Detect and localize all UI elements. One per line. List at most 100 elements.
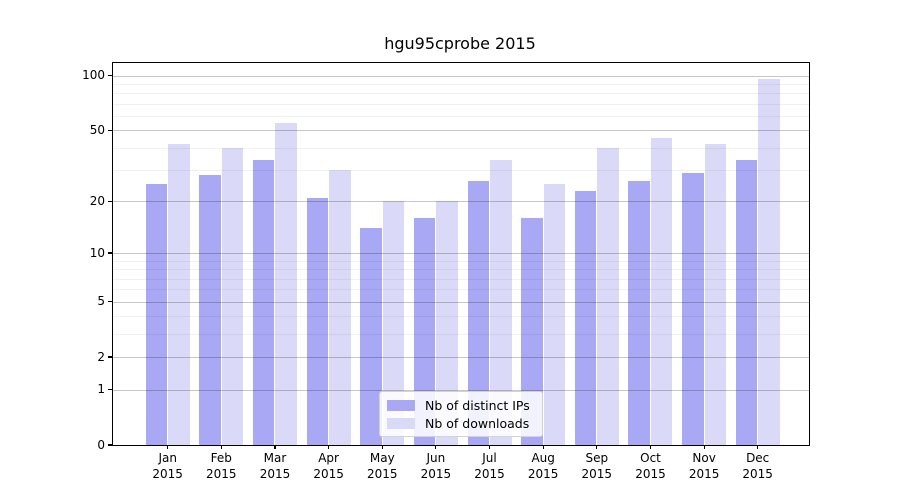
x-tick-mark-mar [274,445,276,449]
bar-ips-may [360,228,382,445]
bar-downloads-feb [221,147,244,445]
x-tick-mark-feb [220,445,222,449]
y-tick-label-100: 100 [82,68,105,82]
x-tick-year: 2015 [420,466,452,481]
x-tick-label-dec: Dec 2015 [726,451,790,482]
x-tick-label-may: May 2015 [350,451,414,482]
y-tick-label-2: 2 [97,349,105,364]
legend-row-distinct-ips: Nb of distinct IPs [387,396,534,414]
x-tick-mark-dec [757,445,759,449]
x-tick-month: Dec [746,451,770,465]
x-tick-year: 2015 [474,466,505,481]
x-tick-month: Mar [263,451,287,465]
legend-label-downloads: Nb of downloads [425,415,530,431]
x-tick-label-oct: Oct 2015 [619,451,683,482]
y-tick-mark-10 [107,252,112,254]
plot-area: 100 50 20 10 5 2 1 0 Jan 2015 Feb 2015 Mar 2015 Apr 201… [82,62,810,481]
y-tick-label-20: 20 [89,193,105,208]
bar-downloads-jun [436,201,458,445]
x-tick-label-sep: Sep 2015 [565,451,629,482]
bar-ips-feb [199,175,221,445]
x-tick-month: May [369,451,395,465]
x-tick-year: 2015 [152,466,183,481]
x-tick-label-feb: Feb 2015 [189,451,253,482]
bar-ips-nov [682,172,704,445]
bar-downloads-mar [275,122,297,445]
legend-swatch-downloads [387,417,415,429]
bar-downloads-jul [490,160,512,445]
legend-label-distinct-ips: Nb of distinct IPs [425,397,530,413]
y-tick-label-50: 50 [89,122,105,137]
y-tick-label-0: 0 [97,437,105,452]
y-tick-mark-100 [107,74,112,77]
bar-ips-aug [521,218,543,445]
y-tick-mark-50 [107,129,112,131]
x-tick-year: 2015 [688,466,720,481]
chart-title: hgu95cprobe 2015 [384,34,536,53]
bar-downloads-may [382,201,405,445]
y-tick-mark-20 [107,200,112,202]
x-tick-year: 2015 [313,466,344,481]
y-tick-label-10: 10 [89,245,105,260]
x-tick-month: Aug [531,451,555,465]
x-tick-label-aug: Aug 2015 [511,451,575,482]
y-tick-mark-0 [107,444,112,446]
bar-ips-dec [735,160,758,445]
legend-row-downloads: Nb of downloads [387,414,534,432]
bar-downloads-dec [758,78,780,445]
y-tick-label-5: 5 [97,294,105,308]
y-tick-mark-2 [107,356,112,358]
x-tick-mark-jun [435,445,437,449]
bar-ips-mar [252,160,275,445]
x-tick-mark-nov [703,445,705,449]
gridline-minor-70 [113,103,809,105]
legend-swatch-distinct-ips [387,399,415,411]
x-tick-mark-aug [542,445,544,449]
y-tick-mark-5 [107,300,112,303]
gridline-minor-80 [113,93,809,95]
x-tick-label-nov: Nov 2015 [672,451,736,482]
bar-downloads-nov [704,143,727,445]
x-tick-month: Jan [158,451,177,465]
bar-ips-jan [145,184,168,445]
bar-ips-sep [574,190,597,445]
x-tick-label-jan: Jan 2015 [136,451,200,482]
x-tick-mark-sep [596,445,598,449]
gridline-major-100 [113,75,809,77]
x-tick-year: 2015 [635,466,666,481]
x-tick-month: Apr [318,451,339,465]
bar-ips-oct [628,181,650,445]
y-tick-label-1: 1 [97,382,105,396]
bar-downloads-apr [329,170,351,445]
x-tick-month: Nov [692,451,716,465]
x-tick-label-jul: Jul 2015 [458,451,522,482]
x-tick-year: 2015 [259,466,291,481]
x-tick-label-mar: Mar 2015 [243,451,307,482]
gridline-major-50 [113,130,809,132]
x-tick-mark-oct [649,445,652,449]
x-tick-month: Sep [585,451,609,465]
bar-ips-jul [467,181,490,445]
x-tick-month: Jun [426,451,446,465]
x-tick-mark-jul [488,445,491,449]
x-tick-mark-may [381,445,383,449]
legend: Nb of distinct IPs Nb of downloads [379,391,543,437]
bar-ips-apr [306,197,329,445]
x-tick-year: 2015 [581,466,613,481]
bar-downloads-aug [543,184,566,445]
x-tick-year: 2015 [527,466,559,481]
bar-downloads-sep [597,147,619,445]
x-tick-year: 2015 [742,466,773,481]
gridline-minor-90 [113,83,809,85]
x-tick-year: 2015 [367,466,398,481]
x-tick-month: Feb [210,451,232,465]
bar-downloads-oct [650,138,673,445]
x-tick-label-apr: Apr 2015 [297,451,361,482]
x-tick-mark-jan [167,445,169,449]
x-tick-year: 2015 [206,466,237,481]
x-tick-month: Jul [482,451,497,465]
x-tick-mark-apr [328,445,330,449]
x-tick-label-jun: Jun 2015 [404,451,468,482]
x-tick-month: Oct [640,451,661,465]
